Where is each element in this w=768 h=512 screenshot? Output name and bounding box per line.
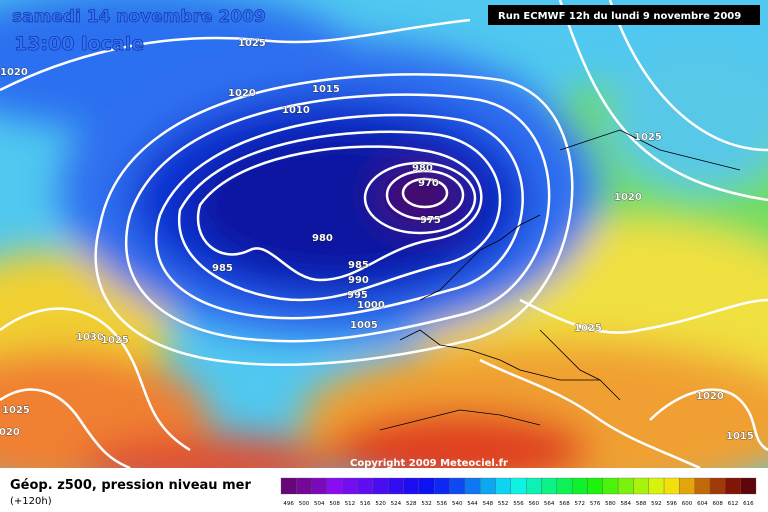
isobars [0, 0, 768, 468]
scale-swatch [464, 477, 481, 495]
scale-label: 520 [375, 501, 386, 507]
scale-label: 576 [590, 501, 601, 507]
scale-label: 600 [682, 501, 693, 507]
isobar-label: 1030 [76, 332, 104, 343]
isobar-label: 1025 [238, 38, 266, 49]
scale-swatch [587, 477, 603, 495]
isobar-label: 990 [348, 275, 369, 286]
isobar-label: 975 [420, 215, 441, 226]
scale-swatch [403, 477, 420, 495]
scale-label: 564 [544, 501, 555, 507]
scale-label: 512 [345, 501, 356, 507]
isobar-label: 1020 [0, 427, 20, 438]
isobar-label: 1020 [0, 67, 28, 78]
scale-label: 616 [743, 501, 754, 507]
scale-label: 508 [329, 501, 340, 507]
scale-swatch [311, 477, 328, 495]
isobar-label: 1025 [634, 132, 662, 143]
scale-swatch [510, 477, 527, 495]
scale-label: 536 [437, 501, 448, 507]
scale-label: 532 [421, 501, 432, 507]
scale-swatch [602, 477, 619, 495]
scale-swatch [342, 477, 358, 495]
scale-swatch [571, 477, 588, 495]
isobar-label: 1020 [614, 192, 642, 203]
scale-swatch [694, 477, 711, 495]
legend-title: Géop. z500, pression niveau mer [10, 478, 251, 493]
isobar-label: 985 [348, 260, 369, 271]
scale-label: 524 [391, 501, 402, 507]
scale-swatch [495, 477, 511, 495]
scale-label: 592 [651, 501, 662, 507]
scale-label: 612 [728, 501, 739, 507]
scale-swatch [418, 477, 435, 495]
isobar-label: 1005 [350, 320, 378, 331]
scale-swatch [709, 477, 726, 495]
legend-lead: (+120h) [10, 496, 52, 507]
scale-label: 588 [636, 501, 647, 507]
scale-swatch [679, 477, 695, 495]
scale-label: 548 [483, 501, 494, 507]
scale-swatch [725, 477, 741, 495]
isobar-label: 1020 [228, 88, 256, 99]
scale-label: 516 [360, 501, 371, 507]
scale-label: 560 [529, 501, 540, 507]
scale-label: 556 [513, 501, 524, 507]
isobar-label: 970 [418, 178, 439, 189]
scale-label: 608 [712, 501, 723, 507]
scale-swatch [357, 477, 374, 495]
isobar-label: 1000 [357, 300, 385, 311]
scale-label: 504 [314, 501, 325, 507]
scale-label: 540 [452, 501, 463, 507]
scale-swatch [556, 477, 573, 495]
map-time: 13:00 locale [14, 33, 144, 55]
map-title: samedi 14 novembre 2009 [12, 7, 266, 27]
scale-swatch [372, 477, 389, 495]
scale-swatch [541, 477, 557, 495]
scale-label: 544 [467, 501, 478, 507]
scale-swatch [434, 477, 450, 495]
scale-swatch [296, 477, 312, 495]
scale-swatch [633, 477, 649, 495]
scale-swatch [480, 477, 496, 495]
scale-swatch [388, 477, 404, 495]
isobar-label: 1025 [2, 405, 30, 416]
scale-swatch [617, 477, 634, 495]
coastlines [379, 129, 741, 431]
isobar-label: 995 [347, 290, 368, 301]
scale-label: 604 [697, 501, 708, 507]
isobar-label: 980 [312, 233, 333, 244]
isobar-label: 1015 [726, 431, 754, 442]
scale-label: 496 [283, 501, 294, 507]
scale-swatch [663, 477, 680, 495]
scale-label: 596 [666, 501, 677, 507]
isobar-label: 1015 [312, 84, 340, 95]
scale-label: 568 [559, 501, 570, 507]
scale-label: 528 [406, 501, 417, 507]
scale-label: 572 [575, 501, 586, 507]
isobar-label: 985 [212, 263, 233, 274]
scale-swatch [326, 477, 343, 495]
scale-swatch [280, 477, 297, 495]
scale-swatch [526, 477, 542, 495]
scale-label: 580 [605, 501, 616, 507]
isobar-label: 1025 [574, 323, 602, 334]
scale-label: 552 [498, 501, 509, 507]
scale-label: 584 [621, 501, 632, 507]
copyright: Copyright 2009 Meteociel.fr [350, 458, 508, 469]
run-box [488, 5, 760, 25]
color-scale: 496 500 504 508 512 516 520 524 528 532 536 540 544 5… [280, 477, 757, 507]
scale-label: 500 [299, 501, 310, 507]
scale-swatch [740, 477, 757, 495]
isobar-label: 1025 [101, 335, 129, 346]
scale-swatch [648, 477, 665, 495]
isobar-label: 980 [412, 163, 433, 174]
scale-swatch [449, 477, 466, 495]
run-info: Run ECMWF 12h du lundi 9 novembre 2009 [498, 11, 741, 22]
isobar-label: 1020 [696, 391, 724, 402]
isobar-label: 1010 [282, 105, 310, 116]
